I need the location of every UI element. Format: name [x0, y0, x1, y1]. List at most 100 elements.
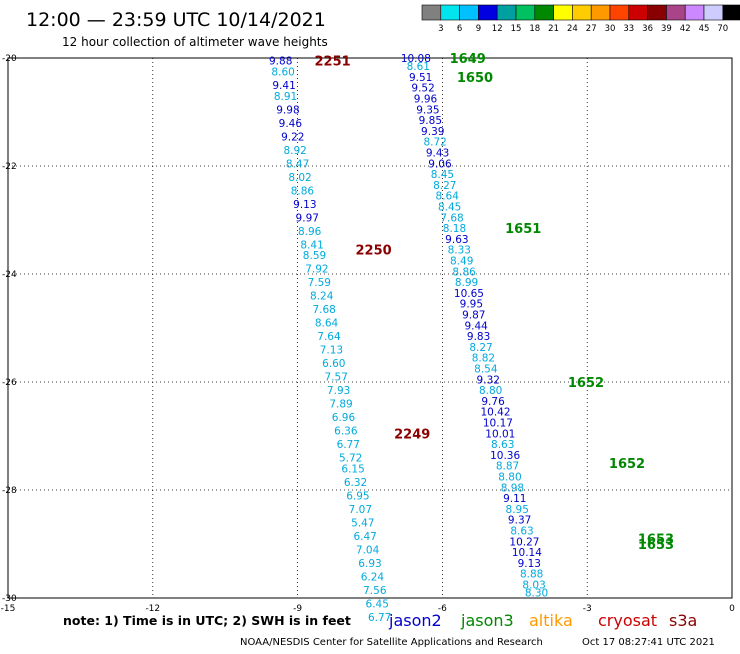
data-point-label: 8.27 [433, 180, 456, 192]
footer-timestamp: Oct 17 08:27:41 UTC 2021 [582, 637, 715, 648]
pass-number-label: 1653 [638, 533, 674, 548]
data-point-label: 8.99 [455, 277, 478, 289]
x-tick-label: -3 [583, 604, 592, 614]
colorbar-tick-label: 18 [529, 24, 540, 34]
data-point-label: 9.88 [269, 56, 292, 68]
data-point-label: 8.47 [286, 158, 309, 170]
data-point-label: 7.68 [312, 304, 335, 316]
colorbar-swatch [459, 4, 479, 21]
legend-entry-s3a: s3a [669, 611, 697, 630]
colorbar-swatch [478, 4, 498, 21]
data-point-label: 9.22 [281, 131, 304, 143]
pass-number-label: 1650 [457, 71, 493, 86]
colorbar-swatch [515, 4, 536, 21]
data-point-label: 9.41 [272, 80, 295, 92]
colorbar-swatch [609, 4, 630, 21]
data-point-label: 8.18 [443, 223, 466, 235]
colorbar-swatch [722, 4, 740, 21]
data-point-label: 7.13 [320, 345, 343, 357]
data-point-label: 8.98 [501, 482, 524, 494]
data-point-label: 9.37 [508, 515, 531, 527]
colorbar-tick-label: 30 [605, 24, 616, 34]
colorbar-tick-label: 70 [717, 24, 728, 34]
data-point-label: 6.60 [322, 358, 345, 370]
data-point-label: 7.89 [329, 399, 352, 411]
data-point-label: 9.52 [411, 83, 434, 95]
data-point-label: 8.02 [288, 172, 311, 184]
data-point-label: 8.59 [303, 250, 326, 262]
data-point-label: 6.45 [366, 598, 389, 610]
data-point-label: 9.06 [428, 158, 452, 170]
data-point-label: 7.64 [317, 331, 341, 343]
colorbar-tick-label: 39 [661, 24, 672, 34]
data-point-label: 10.17 [483, 418, 513, 430]
x-tick-label: -12 [145, 604, 160, 614]
data-point-label: 8.41 [300, 239, 323, 251]
legend-entry-altika: altika [529, 611, 573, 630]
data-point-label: 8.60 [271, 67, 294, 79]
data-point-label: 8.33 [448, 245, 471, 257]
data-point-label: 9.95 [460, 299, 483, 311]
legend-entry-cryosat: cryosat [598, 611, 657, 630]
data-point-label: 10.65 [454, 288, 484, 300]
data-point-label: 9.35 [416, 104, 439, 116]
data-point-label: 7.56 [363, 585, 387, 597]
data-point-label: 8.49 [450, 256, 473, 268]
data-point-label: 7.92 [305, 264, 328, 276]
data-point-label: 6.77 [368, 612, 391, 624]
data-point-label: 10.14 [512, 547, 542, 559]
colorbar-tick-label: 27 [586, 24, 597, 34]
data-point-label: 7.68 [440, 212, 463, 224]
legend-entry-jason3: jason3 [460, 611, 514, 630]
data-point-label: 8.96 [298, 226, 322, 238]
x-tick-label: 0 [729, 604, 735, 614]
data-point-label: 10.08 [401, 53, 431, 65]
plot-frame [7, 57, 733, 599]
data-point-label: 8.88 [520, 569, 543, 581]
data-point-label: 8.86 [452, 266, 476, 278]
data-point-label: 8.61 [407, 61, 430, 73]
data-point-label: 9.98 [276, 104, 299, 116]
colorbar-tick-label: 36 [642, 24, 653, 34]
legend-entry-jason2: jason2 [388, 611, 442, 630]
colorbar-tick-label: 3 [438, 24, 443, 34]
data-point-label: 9.46 [279, 118, 303, 130]
pass-number-label: 1651 [505, 222, 541, 237]
y-tick-label: -28 [2, 486, 17, 496]
data-point-label: 8.27 [469, 342, 492, 354]
pass-number-label: 2250 [356, 244, 392, 259]
y-tick-label: -20 [2, 54, 17, 64]
data-point-label: 8.80 [498, 472, 521, 484]
colorbar-swatch [534, 4, 554, 21]
data-point-label: 9.51 [409, 72, 432, 84]
data-point-label: 6.77 [337, 439, 360, 451]
data-point-label: 9.11 [503, 493, 526, 505]
data-point-label: 6.47 [353, 531, 376, 543]
y-tick-label: -30 [2, 594, 17, 604]
pass-number-label: 2251 [314, 55, 350, 70]
chart-title: 12:00 — 23:59 UTC 10/14/2021 [26, 9, 326, 31]
chart-subtitle: 12 hour collection of altimeter wave hei… [62, 35, 328, 49]
x-tick-label: -15 [1, 604, 16, 614]
data-point-label: 8.86 [291, 185, 315, 197]
pass-number-label: 2249 [394, 427, 430, 442]
data-point-label: 8.45 [431, 169, 454, 181]
data-point-label: 8.64 [436, 191, 460, 203]
colorbar-swatch [553, 4, 573, 21]
colorbar-swatch [628, 4, 648, 21]
data-point-label: 8.24 [310, 291, 334, 303]
colorbar-swatch [647, 4, 667, 21]
data-point-label: 6.32 [344, 477, 367, 489]
colorbar-swatch [666, 4, 686, 21]
data-point-label: 9.32 [477, 374, 500, 386]
y-tick-label: -22 [2, 162, 17, 172]
x-tick-label: -9 [293, 604, 302, 614]
data-point-label: 10.01 [485, 428, 515, 440]
colorbar-swatch [703, 4, 724, 21]
data-point-label: 9.96 [414, 94, 438, 106]
y-tick-label: -26 [2, 378, 17, 388]
data-point-label: 7.04 [356, 544, 380, 556]
data-point-label: 9.76 [481, 396, 505, 408]
